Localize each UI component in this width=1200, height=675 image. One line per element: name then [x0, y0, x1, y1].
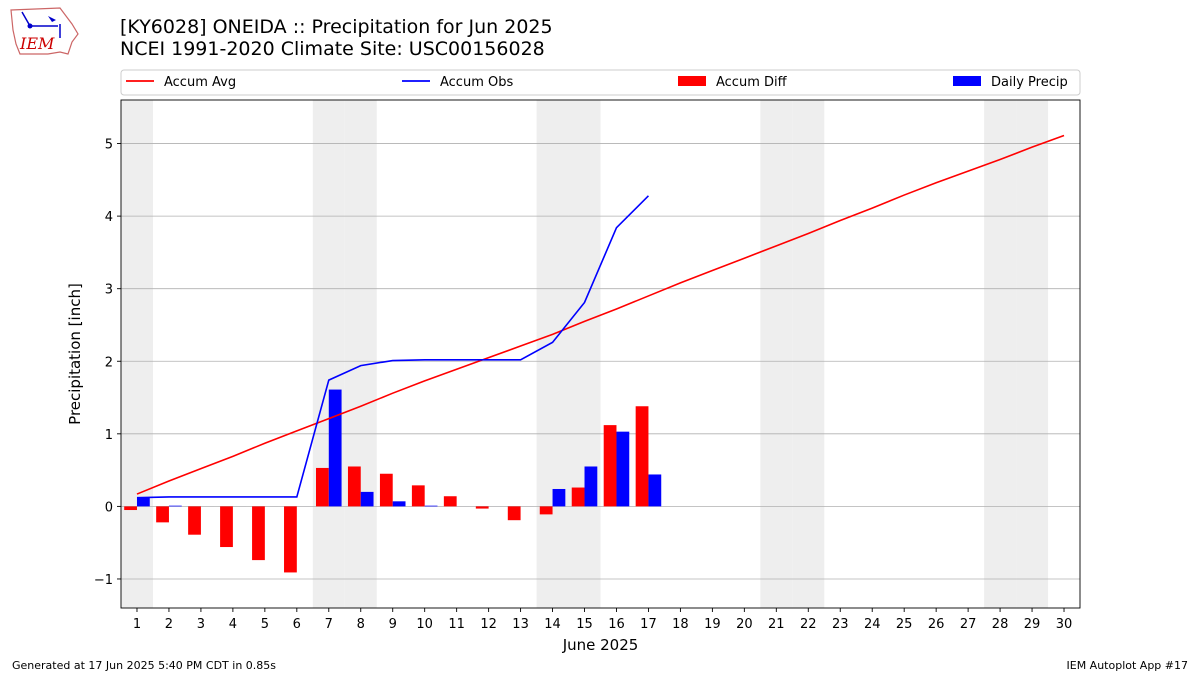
daily-precip-bar-1: [136, 497, 150, 507]
accum-diff-bar-10: [411, 485, 425, 507]
daily-precip-bar-14: [552, 488, 566, 507]
x-tick-label: 19: [704, 617, 721, 632]
x-tick-label: 9: [389, 617, 397, 632]
chart-title: [KY6028] ONEIDA :: Precipitation for Jun…: [120, 16, 553, 38]
accum-diff-bar-16: [603, 425, 617, 507]
daily-precip-bar-7: [328, 389, 342, 507]
plot-frame: [120, 99, 1081, 609]
accum-avg-line: [136, 134, 1065, 495]
x-tick-label: 24: [864, 617, 881, 632]
logo-text: IEM: [19, 34, 55, 53]
x-tick-label: 11: [448, 617, 465, 632]
x-tick-label: 12: [480, 617, 497, 632]
x-tick-label: 7: [325, 617, 333, 632]
x-tick-label: 1: [133, 617, 141, 632]
x-tick-label: 2: [165, 617, 173, 632]
weekend-shade-22: [792, 100, 825, 608]
y-tick-label: 2: [105, 355, 113, 370]
x-tick-label: 10: [416, 617, 433, 632]
legend-swatch-3: [953, 76, 981, 86]
weekend-shade-29: [1016, 100, 1049, 608]
x-tick-label: 20: [736, 617, 753, 632]
accum-diff-bar-7: [315, 467, 329, 507]
x-tick-label: 4: [229, 617, 237, 632]
x-tick-label: 21: [768, 617, 785, 632]
accum-diff-bar-12: [475, 506, 489, 509]
x-tick-label: 13: [512, 617, 529, 632]
accum-diff-bar-14: [539, 506, 553, 515]
x-tick-label: 23: [832, 617, 849, 632]
chart-subtitle: NCEI 1991-2020 Climate Site: USC00156028: [120, 38, 545, 60]
daily-precip-bar-15: [584, 466, 598, 507]
y-tick-label: 0: [105, 500, 113, 515]
daily-precip-bar-16: [616, 431, 630, 507]
y-tick-label: −1: [94, 573, 113, 588]
accum-diff-bar-6: [284, 506, 297, 573]
accum-diff-bar-8: [347, 466, 361, 507]
x-tick-label: 28: [992, 617, 1009, 632]
weekend-shade-15: [568, 100, 601, 608]
x-tick-label: 8: [357, 617, 365, 632]
x-tick-label: 25: [896, 617, 913, 632]
generated-timestamp: Generated at 17 Jun 2025 5:40 PM CDT in …: [12, 659, 277, 672]
daily-precip-bar-9: [392, 501, 406, 507]
x-tick-label: 18: [672, 617, 689, 632]
x-axis-label: June 2025: [562, 636, 639, 654]
accum-obs-line: [136, 195, 650, 499]
y-tick-label: 3: [105, 283, 113, 298]
legend-swatch-2: [678, 76, 706, 86]
y-axis-label: Precipitation [inch]: [66, 283, 84, 425]
weekend-shade-28: [984, 100, 1017, 608]
daily-precip-bar-2: [168, 505, 182, 507]
legend-label: Daily Precip: [991, 75, 1068, 90]
iem-logo: IEM: [8, 6, 80, 60]
x-tick-label: 16: [608, 617, 625, 632]
accum-diff-bar-13: [507, 506, 521, 521]
x-tick-label: 29: [1024, 617, 1041, 632]
x-tick-label: 22: [800, 617, 817, 632]
x-tick-label: 17: [640, 617, 657, 632]
y-tick-label: 1: [105, 428, 113, 443]
daily-precip-bar-10: [424, 505, 438, 507]
x-tick-label: 26: [928, 617, 945, 632]
weekend-shade-7: [312, 100, 345, 608]
accum-diff-bar-3: [188, 506, 201, 535]
weekend-shade-8: [344, 100, 377, 608]
legend-box: [120, 69, 1081, 96]
daily-precip-bar-17: [648, 474, 662, 507]
x-tick-label: 5: [261, 617, 269, 632]
x-tick-label: 27: [960, 617, 977, 632]
x-tick-label: 30: [1056, 617, 1073, 632]
x-tick-label: 14: [544, 617, 561, 632]
weekend-shade-14: [536, 100, 569, 608]
legend-label: Accum Obs: [440, 75, 513, 90]
y-tick-label: 5: [105, 138, 113, 153]
x-tick-label: 3: [197, 617, 205, 632]
x-tick-label: 6: [293, 617, 301, 632]
daily-precip-bar-8: [360, 491, 374, 507]
accum-diff-bar-11: [443, 496, 457, 507]
x-tick-label: 15: [576, 617, 593, 632]
legend-label: Accum Diff: [716, 75, 788, 90]
accum-diff-bar-2: [156, 506, 169, 523]
weekend-shade-21: [760, 100, 793, 608]
accum-diff-bar-15: [571, 487, 585, 507]
app-label: IEM Autoplot App #17: [1066, 659, 1189, 672]
y-tick-label: 4: [105, 210, 113, 225]
legend-label: Accum Avg: [164, 75, 236, 90]
accum-diff-bar-5: [252, 506, 265, 561]
accum-diff-bar-4: [220, 506, 233, 548]
accum-diff-bar-9: [379, 473, 393, 507]
accum-diff-bar-17: [635, 406, 649, 507]
weekend-shade-1: [121, 100, 153, 608]
accum-diff-bar-1: [124, 506, 137, 511]
